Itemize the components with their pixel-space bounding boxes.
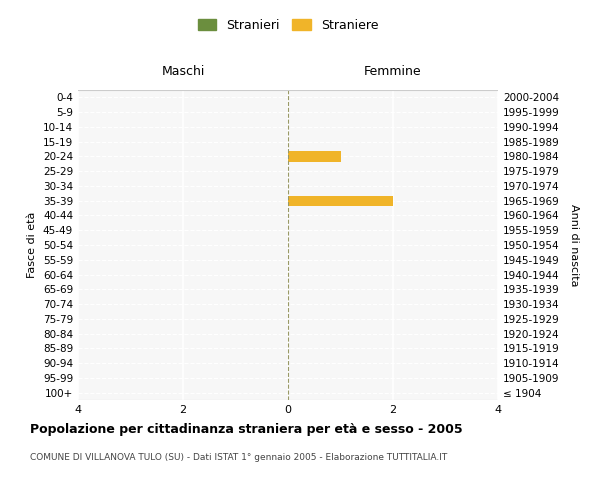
Text: COMUNE DI VILLANOVA TULO (SU) - Dati ISTAT 1° gennaio 2005 - Elaborazione TUTTIT: COMUNE DI VILLANOVA TULO (SU) - Dati IST… — [30, 452, 447, 462]
Text: Femmine: Femmine — [364, 64, 422, 78]
Legend: Stranieri, Straniere: Stranieri, Straniere — [197, 18, 379, 32]
Y-axis label: Fasce di età: Fasce di età — [28, 212, 37, 278]
Text: Popolazione per cittadinanza straniera per età e sesso - 2005: Popolazione per cittadinanza straniera p… — [30, 422, 463, 436]
Bar — [288, 152, 341, 162]
Y-axis label: Anni di nascita: Anni di nascita — [569, 204, 579, 286]
Bar — [288, 196, 393, 206]
Text: Maschi: Maschi — [161, 64, 205, 78]
